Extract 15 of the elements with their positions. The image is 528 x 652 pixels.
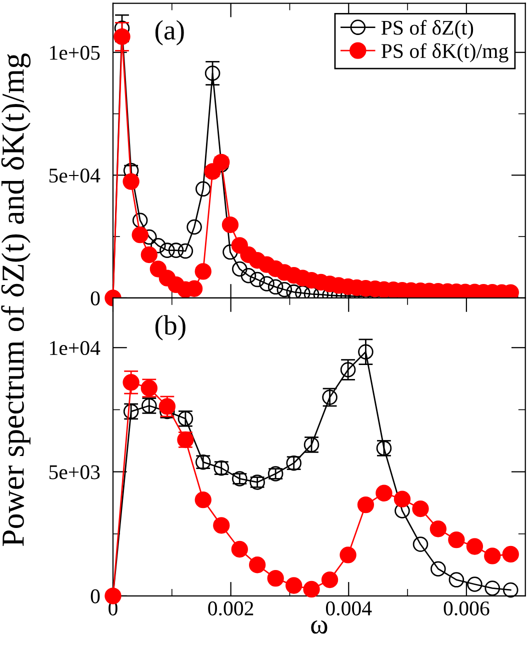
y-tick-label: 1e+04 — [50, 341, 100, 356]
annotation: (b) — [155, 315, 186, 340]
y-tick-label: 5e+03 — [49, 465, 100, 480]
y-tick-label: 0 — [90, 291, 100, 306]
legend-label: PS of δZ(t) — [381, 20, 474, 40]
x-axis-title: ω — [311, 620, 328, 634]
y-tick-label: 5e+04 — [49, 168, 100, 183]
legend-label: PS of δK(t)/mg — [381, 43, 508, 62]
y-tick-label: 1e+05 — [50, 46, 100, 60]
y-axis-title: Power spectrum of δZ(t) and δK(t)/mg — [1, 53, 31, 546]
x-tick-label: 0.006 — [444, 601, 490, 616]
annotation: (a) — [155, 20, 184, 46]
y-tick-label: 0 — [90, 589, 100, 604]
x-tick-label: 0.002 — [208, 601, 254, 616]
x-tick-label: 0.004 — [326, 601, 372, 616]
